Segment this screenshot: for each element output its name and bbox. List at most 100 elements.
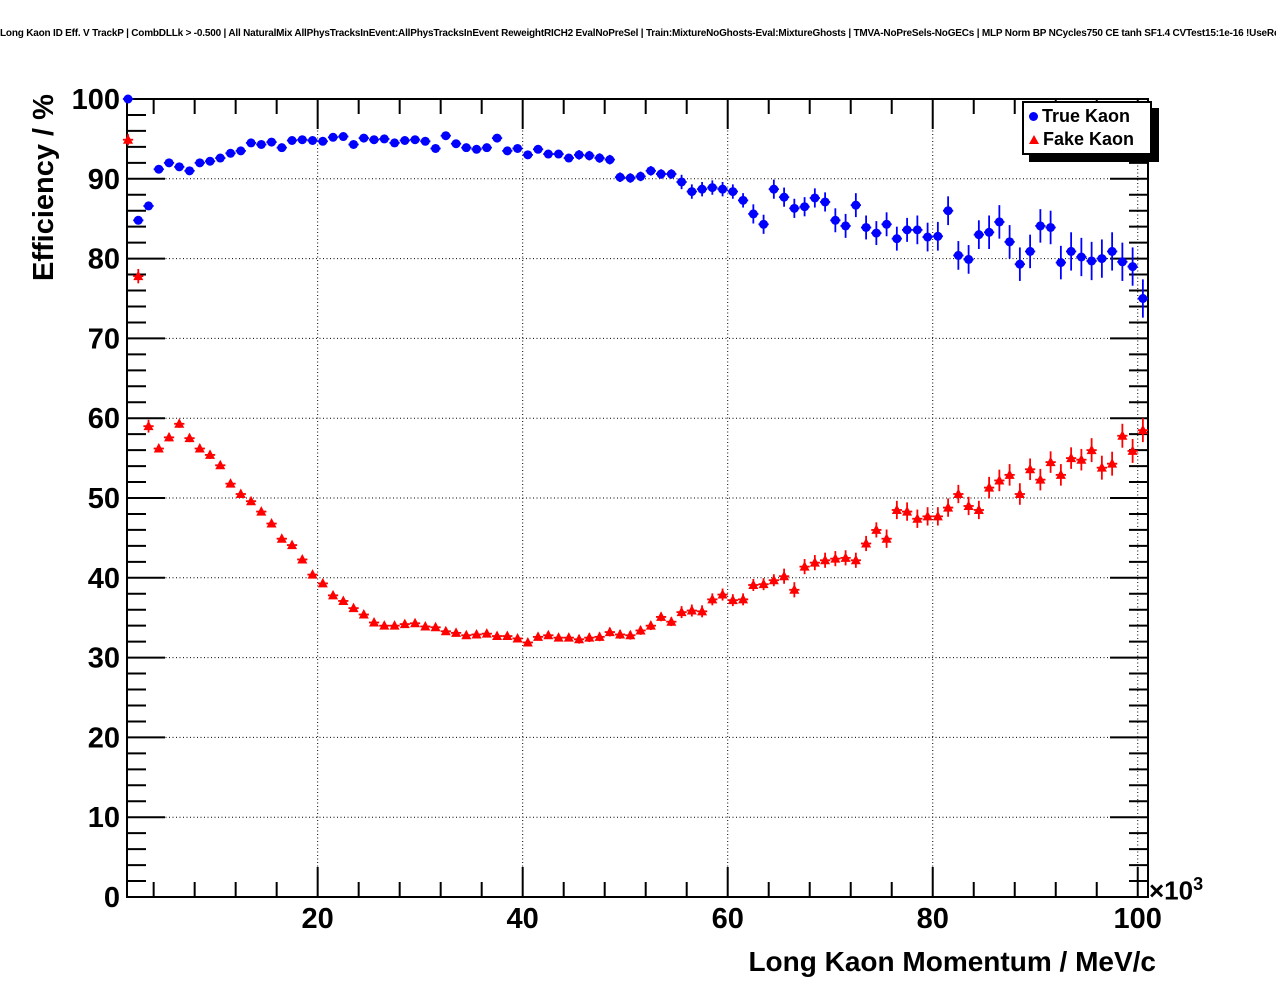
true-kaon-point: [185, 166, 195, 176]
true-kaon-point: [595, 153, 605, 163]
legend-label-true-kaon: True Kaon: [1042, 106, 1131, 126]
fake-kaon-point: [522, 636, 533, 647]
true-kaon-point: [953, 250, 963, 260]
fake-kaon-point: [164, 431, 175, 442]
true-kaon-point: [810, 193, 820, 203]
fake-kaon-point: [625, 629, 636, 640]
true-kaon-point: [584, 151, 594, 161]
true-kaon-point: [431, 143, 441, 153]
true-kaon-point: [564, 153, 574, 163]
fake-kaon-point: [307, 569, 318, 579]
true-kaon-point: [308, 135, 318, 145]
fake-kaon-point: [1004, 469, 1015, 479]
y-tick-label: 30: [88, 643, 120, 675]
x-tick-label: 40: [507, 903, 539, 935]
fake-kaon-point: [984, 482, 995, 492]
y-axis-title: Efficiency / %: [28, 94, 60, 281]
true-kaon-point: [420, 136, 430, 146]
true-kaon-point: [1056, 258, 1066, 268]
y-tick-label: 90: [88, 164, 120, 196]
true-kaon-point: [359, 133, 369, 143]
fake-kaon-point: [512, 632, 523, 643]
true-kaon-point: [205, 156, 215, 166]
fake-kaon-point: [328, 589, 339, 600]
fake-kaon-point: [1035, 474, 1046, 484]
fake-kaon-point: [410, 617, 421, 628]
true-kaon-point: [1046, 222, 1056, 232]
fake-kaon-point: [317, 577, 328, 588]
fake-kaon-point: [758, 578, 769, 589]
fake-kaon-point: [1055, 469, 1066, 479]
fake-kaon-point: [994, 474, 1005, 485]
y-tick-label: 70: [88, 323, 120, 355]
true-kaon-point: [1138, 294, 1148, 303]
legend: True Kaon Fake Kaon: [1022, 101, 1152, 155]
true-kaon-point: [390, 138, 400, 148]
true-kaon-point: [718, 184, 728, 194]
fake-kaon-point: [287, 539, 298, 550]
true-kaon-point: [215, 153, 225, 163]
true-kaon-point: [277, 143, 287, 153]
true-kaon-point: [1076, 252, 1086, 262]
true-kaon-point: [677, 177, 687, 187]
fake-kaon-point: [451, 627, 462, 637]
fake-kaon-point: [584, 632, 595, 642]
fake-kaon-point: [799, 561, 810, 571]
y-tick-label: 100: [72, 84, 120, 116]
true-kaon-point: [882, 219, 892, 229]
fake-kaon-point: [973, 504, 984, 514]
fake-kaon-point: [953, 488, 964, 499]
true-kaon-point: [841, 221, 851, 231]
true-kaon-point: [605, 155, 615, 165]
true-kaon-point: [226, 148, 236, 158]
true-kaon-point: [759, 219, 769, 229]
plot-frame: [126, 98, 1149, 898]
legend-entry-true-kaon: True Kaon: [1024, 105, 1150, 128]
fake-kaon-point: [1096, 462, 1107, 472]
fake-kaon-point: [697, 605, 708, 616]
fake-kaon-point: [133, 270, 144, 281]
legend-entry-fake-kaon: Fake Kaon: [1024, 128, 1150, 151]
true-kaon-point: [902, 225, 912, 235]
fake-kaon-point: [389, 620, 400, 630]
fake-kaon-point: [768, 574, 779, 585]
fake-kaon-point: [666, 616, 677, 626]
fake-kaon-point: [205, 449, 216, 459]
fake-kaon-point: [1137, 424, 1148, 435]
fake-kaon-point: [861, 537, 872, 548]
fake-kaon-point: [174, 418, 185, 428]
true-kaon-point: [502, 146, 512, 156]
true-kaon-point: [646, 166, 656, 176]
fake-kaon-point: [809, 557, 820, 567]
y-tick-label: 40: [88, 563, 120, 595]
fake-kaon-point: [430, 621, 441, 632]
fake-kaon-point: [635, 624, 646, 635]
true-kaon-point: [1097, 254, 1107, 264]
true-kaon-point: [779, 192, 789, 202]
y-tick-label: 50: [88, 483, 120, 515]
true-kaon-point: [800, 202, 810, 212]
true-kaon-point: [636, 171, 646, 181]
fake-kaon-point: [553, 632, 564, 642]
x-axis-title: Long Kaon Momentum / MeV/c: [748, 946, 1156, 977]
true-kaon-point: [994, 217, 1004, 227]
true-kaon-point: [892, 234, 902, 244]
fake-kaon-point: [348, 602, 359, 613]
true-kaon-point: [451, 139, 461, 149]
y-tick-label: 0: [104, 882, 120, 914]
fake-kaon-point: [645, 620, 656, 630]
true-kaon-point: [851, 200, 861, 210]
fake-kaon-point: [594, 631, 605, 641]
plot-title: Long Kaon ID Eff. V TrackP | CombDLLk > …: [0, 28, 1276, 39]
fake-kaon-point: [533, 631, 544, 641]
true-kaon-point: [1128, 262, 1138, 272]
true-kaon-point: [482, 143, 492, 153]
fake-kaon-point: [143, 420, 154, 431]
true-kaon-point: [328, 132, 338, 142]
fake-kaon-point: [779, 570, 790, 581]
true-kaon-point: [410, 135, 420, 145]
legend-label-fake-kaon: Fake Kaon: [1043, 129, 1135, 149]
fake-kaon-point: [656, 611, 667, 621]
true-kaon-point: [912, 225, 922, 235]
